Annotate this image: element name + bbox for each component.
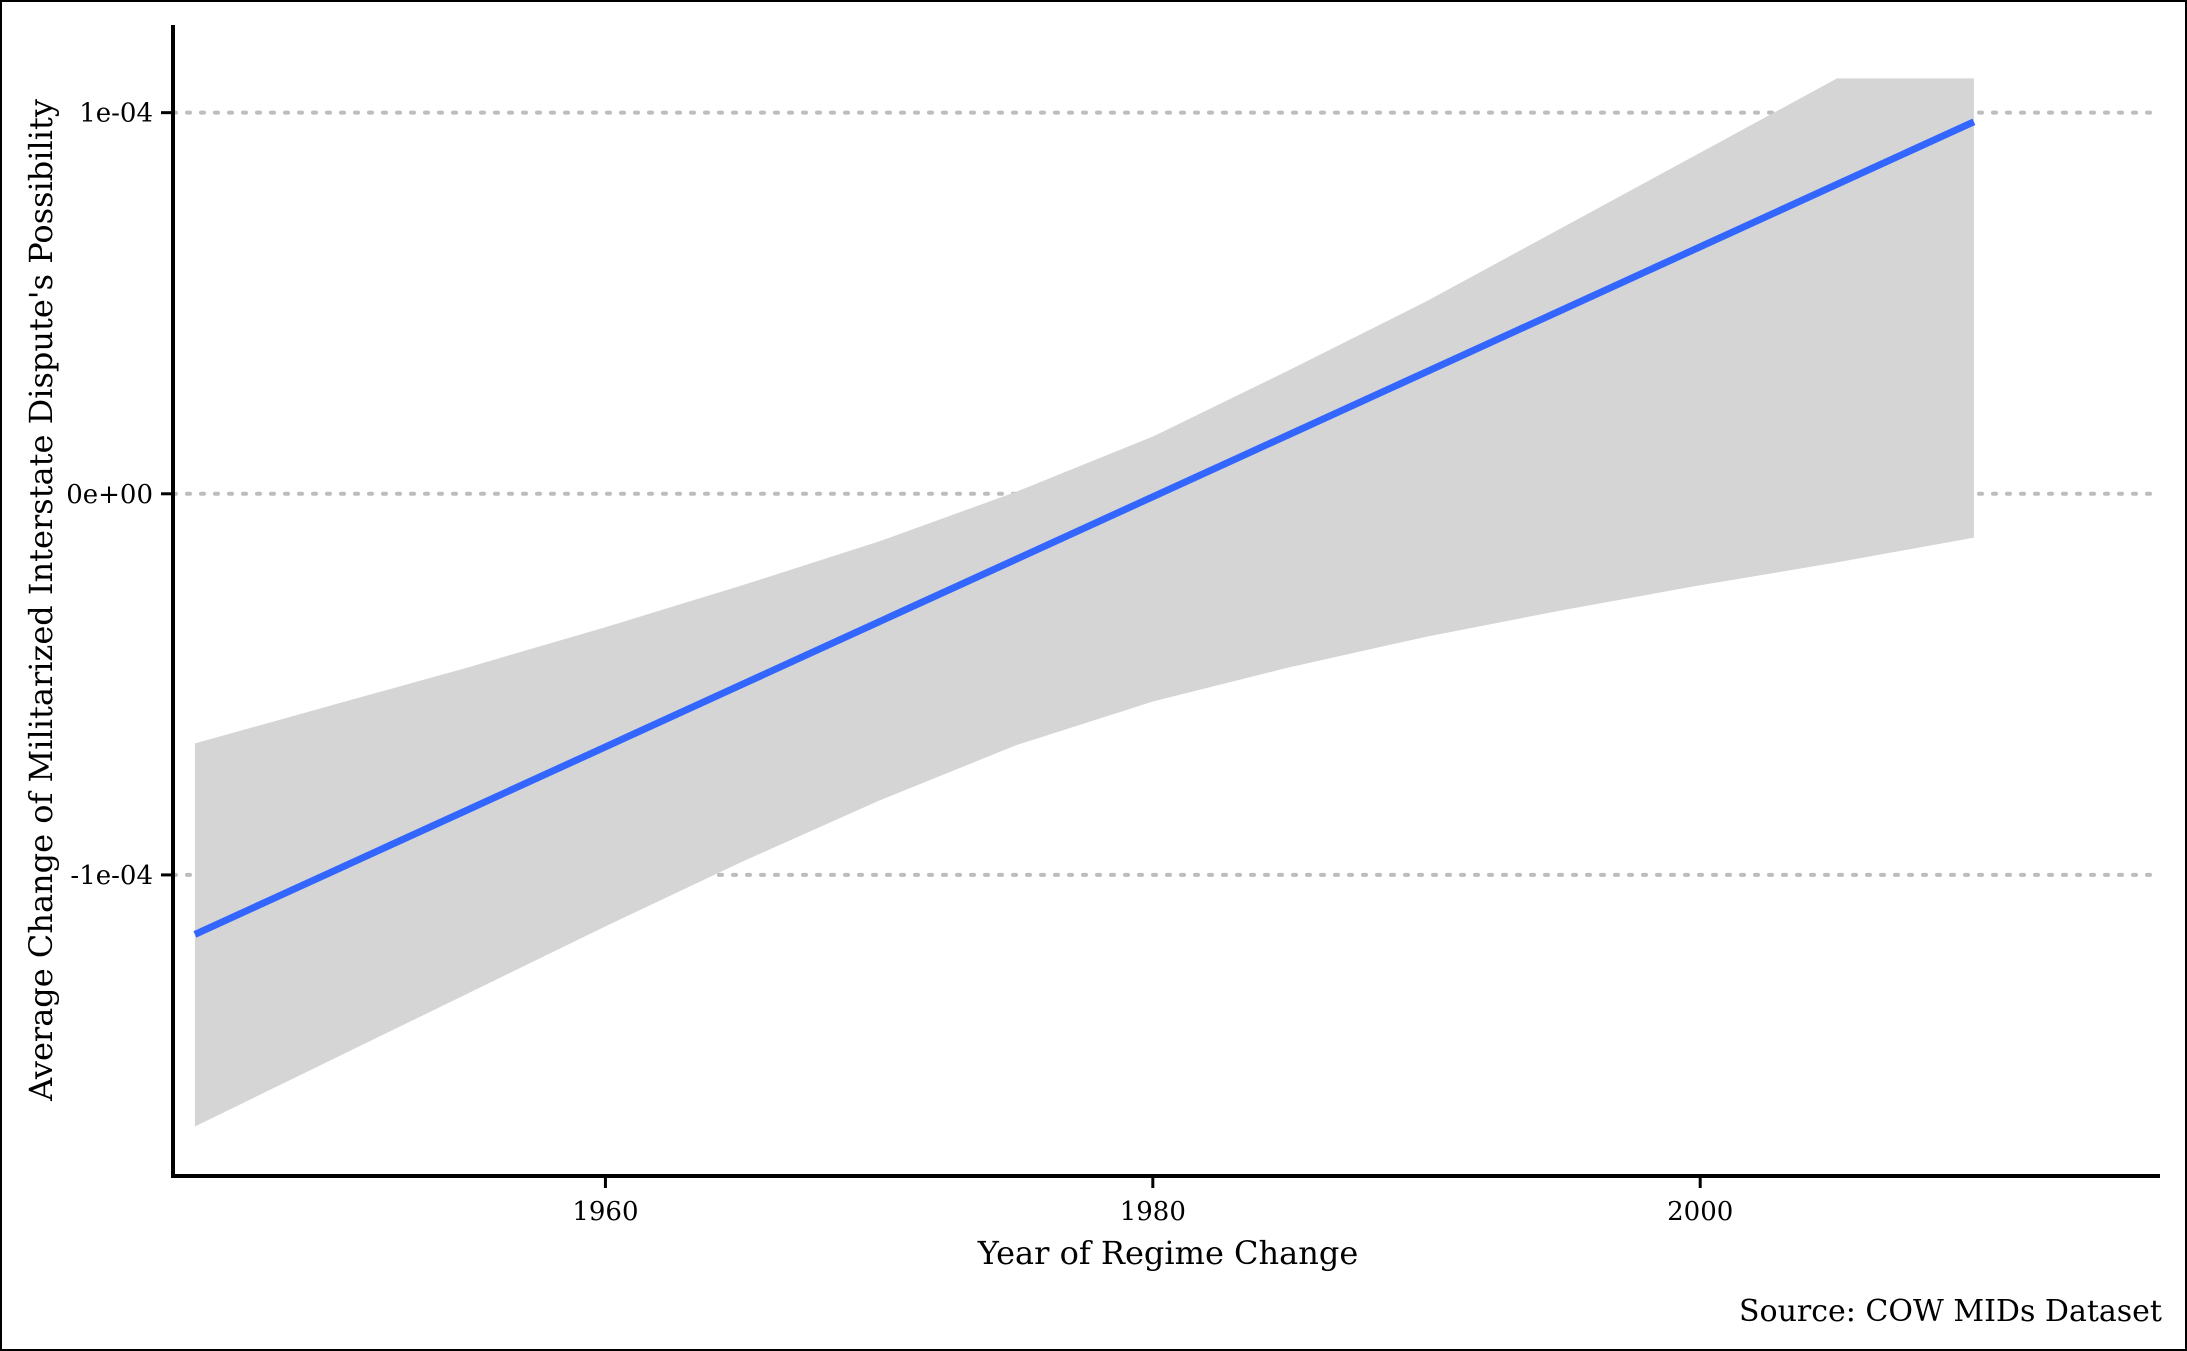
x-tick-label-0: 1960	[572, 1197, 638, 1227]
y-tick-label-0: -1e-04	[70, 861, 153, 891]
ribbon-layer	[194, 78, 1974, 1127]
y-tick-label-2: 1e-04	[79, 99, 153, 129]
fitted-line	[193, 118, 1976, 938]
source-caption: Source: COW MIDs Dataset	[1739, 1294, 2162, 1329]
x-axis-title: Year of Regime Change	[977, 1234, 1359, 1272]
x-tick-label-2: 2000	[1667, 1197, 1733, 1227]
axis-layer	[171, 25, 2160, 1178]
tick-layer: 1960 1980 2000 -1e-04 0e+00 1e-04	[66, 99, 1733, 1227]
x-tick-label-1: 1980	[1120, 1197, 1186, 1227]
y-axis-title: Average Change of Militarized Interstate…	[22, 99, 60, 1102]
confidence-ribbon	[194, 78, 1974, 1127]
line-layer	[193, 118, 1976, 938]
y-tick-label-1: 0e+00	[66, 480, 153, 510]
